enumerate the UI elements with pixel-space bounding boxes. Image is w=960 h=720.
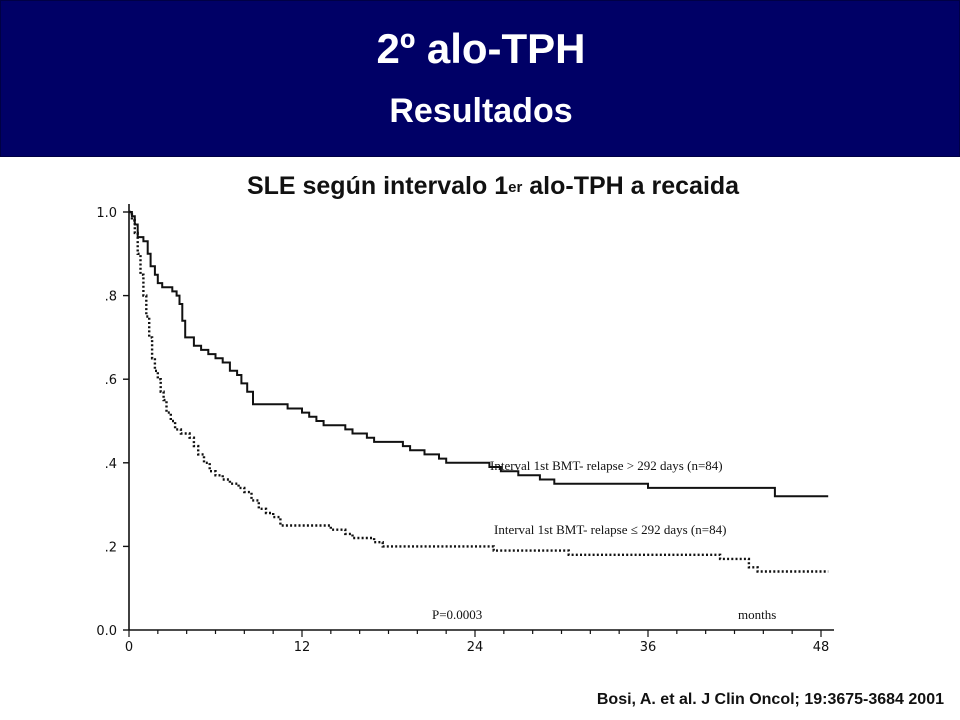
y-tick-label: 0.0 — [96, 624, 117, 639]
y-tick-label: .6 — [105, 373, 117, 388]
y-tick-label: .4 — [105, 457, 117, 472]
chart-title-superscript: er — [508, 179, 523, 196]
series-line-short-interval — [129, 210, 829, 573]
y-ticks: 0.0 .2 .4 .6 .8 1.0 — [96, 206, 129, 639]
y-tick-label: .8 — [105, 290, 117, 305]
y-tick-label: 1.0 — [96, 206, 117, 221]
x-tick-label: 48 — [813, 640, 830, 655]
x-ticks: 0 12 24 36 48 — [125, 630, 829, 655]
slide-title: 2º alo-TPH — [376, 25, 586, 72]
chart-title-tail: alo-TPH a recaida — [522, 172, 740, 200]
legend-labels: Interval 1st BMT- relapse > 292 days (n=… — [490, 458, 726, 537]
p-value-annotation: P=0.0003 — [432, 607, 482, 622]
slide-header: 2º alo-TPH Resultados — [0, 0, 960, 157]
series-label: Interval 1st BMT- relapse ≤ 292 days (n=… — [494, 522, 726, 537]
slide-subtitle: Resultados — [389, 92, 573, 130]
x-tick-label: 24 — [467, 640, 484, 655]
citation: Bosi, A. et al. J Clin Oncol; 19:3675-36… — [596, 691, 944, 708]
chart-title: SLE según intervalo 1er alo-TPH a recaid… — [0, 170, 960, 200]
series-line-long-interval — [129, 211, 829, 498]
x-tick-label: 36 — [640, 640, 657, 655]
x-tick-label: 12 — [294, 640, 311, 655]
x-axis-label: months — [738, 607, 776, 622]
series-label: Interval 1st BMT- relapse > 292 days (n=… — [490, 458, 723, 473]
series-layer — [129, 210, 829, 573]
y-tick-label: .2 — [105, 540, 117, 555]
chart-title-main: SLE según intervalo 1 — [246, 172, 509, 200]
x-tick-label: 0 — [125, 640, 133, 655]
